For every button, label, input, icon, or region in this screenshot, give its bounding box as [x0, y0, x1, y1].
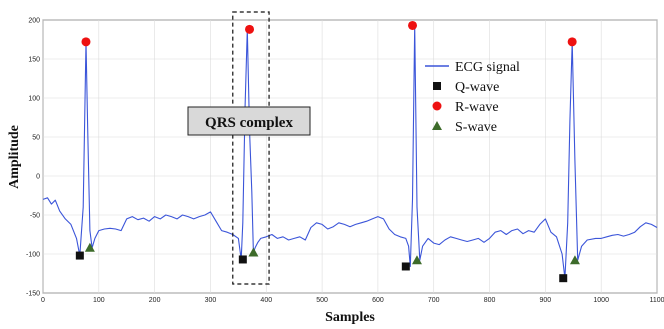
qrs-label: QRS complex: [205, 115, 293, 131]
y-tick-label: 0: [36, 174, 40, 181]
tick-labels: 0 100 200 300 400 500 600 700 800 900 1000 1100-150…: [26, 18, 664, 305]
y-tick-label: -100: [26, 252, 40, 259]
y-tick-label: -150: [26, 291, 40, 298]
x-tick-label: 1000: [593, 297, 609, 304]
y-tick-label: 100: [28, 96, 40, 103]
r-wave-marker: [81, 37, 91, 47]
x-tick-label: 300: [205, 297, 217, 304]
plot-area: [42, 19, 658, 294]
x-tick-label: 700: [428, 297, 440, 304]
legend-label-r: R-wave: [455, 100, 499, 115]
x-tick-label: 0: [41, 297, 45, 304]
q-wave-marker: [238, 255, 247, 264]
r-wave-marker: [245, 24, 255, 34]
legend-swatch-s: [432, 121, 442, 130]
x-tick-label: 1100: [649, 297, 664, 304]
legend-swatch-r: [432, 101, 442, 111]
s-wave-marker: [84, 242, 95, 252]
x-tick-label: 500: [316, 297, 328, 304]
x-tick-label: 200: [149, 297, 161, 304]
r-wave-marker: [567, 37, 577, 47]
s-wave-marker: [411, 255, 422, 265]
x-tick-label: 900: [540, 297, 552, 304]
x-axis-label: Samples: [325, 310, 375, 325]
qrs-annotation: QRS complex: [187, 11, 311, 285]
legend: ECG signal Q-wave R-wave S-wave: [425, 60, 520, 135]
legend-swatch-q: [433, 82, 441, 90]
legend-label-signal: ECG signal: [455, 60, 520, 75]
y-tick-label: -50: [30, 213, 40, 220]
q-wave-marker: [75, 251, 84, 260]
y-tick-label: 200: [28, 18, 40, 25]
x-tick-label: 600: [372, 297, 384, 304]
s-wave-marker: [248, 247, 259, 257]
q-wave-marker: [401, 262, 410, 271]
y-tick-label: 150: [28, 57, 40, 64]
legend-label-s: S-wave: [455, 120, 497, 135]
x-tick-label: 800: [484, 297, 496, 304]
ecg-signal-line: [42, 24, 658, 279]
legend-label-q: Q-wave: [455, 80, 499, 95]
y-axis-label: Amplitude: [7, 125, 22, 189]
y-tick-label: 50: [32, 135, 40, 142]
x-tick-label: 100: [93, 297, 105, 304]
x-tick-label: 400: [260, 297, 272, 304]
markers: [75, 20, 580, 283]
r-wave-marker: [408, 20, 418, 30]
qrs-callout: QRS complex: [187, 106, 311, 136]
grid: [42, 19, 658, 294]
q-wave-marker: [559, 274, 568, 283]
s-wave-marker: [569, 255, 580, 265]
signal-layer: [42, 24, 658, 279]
